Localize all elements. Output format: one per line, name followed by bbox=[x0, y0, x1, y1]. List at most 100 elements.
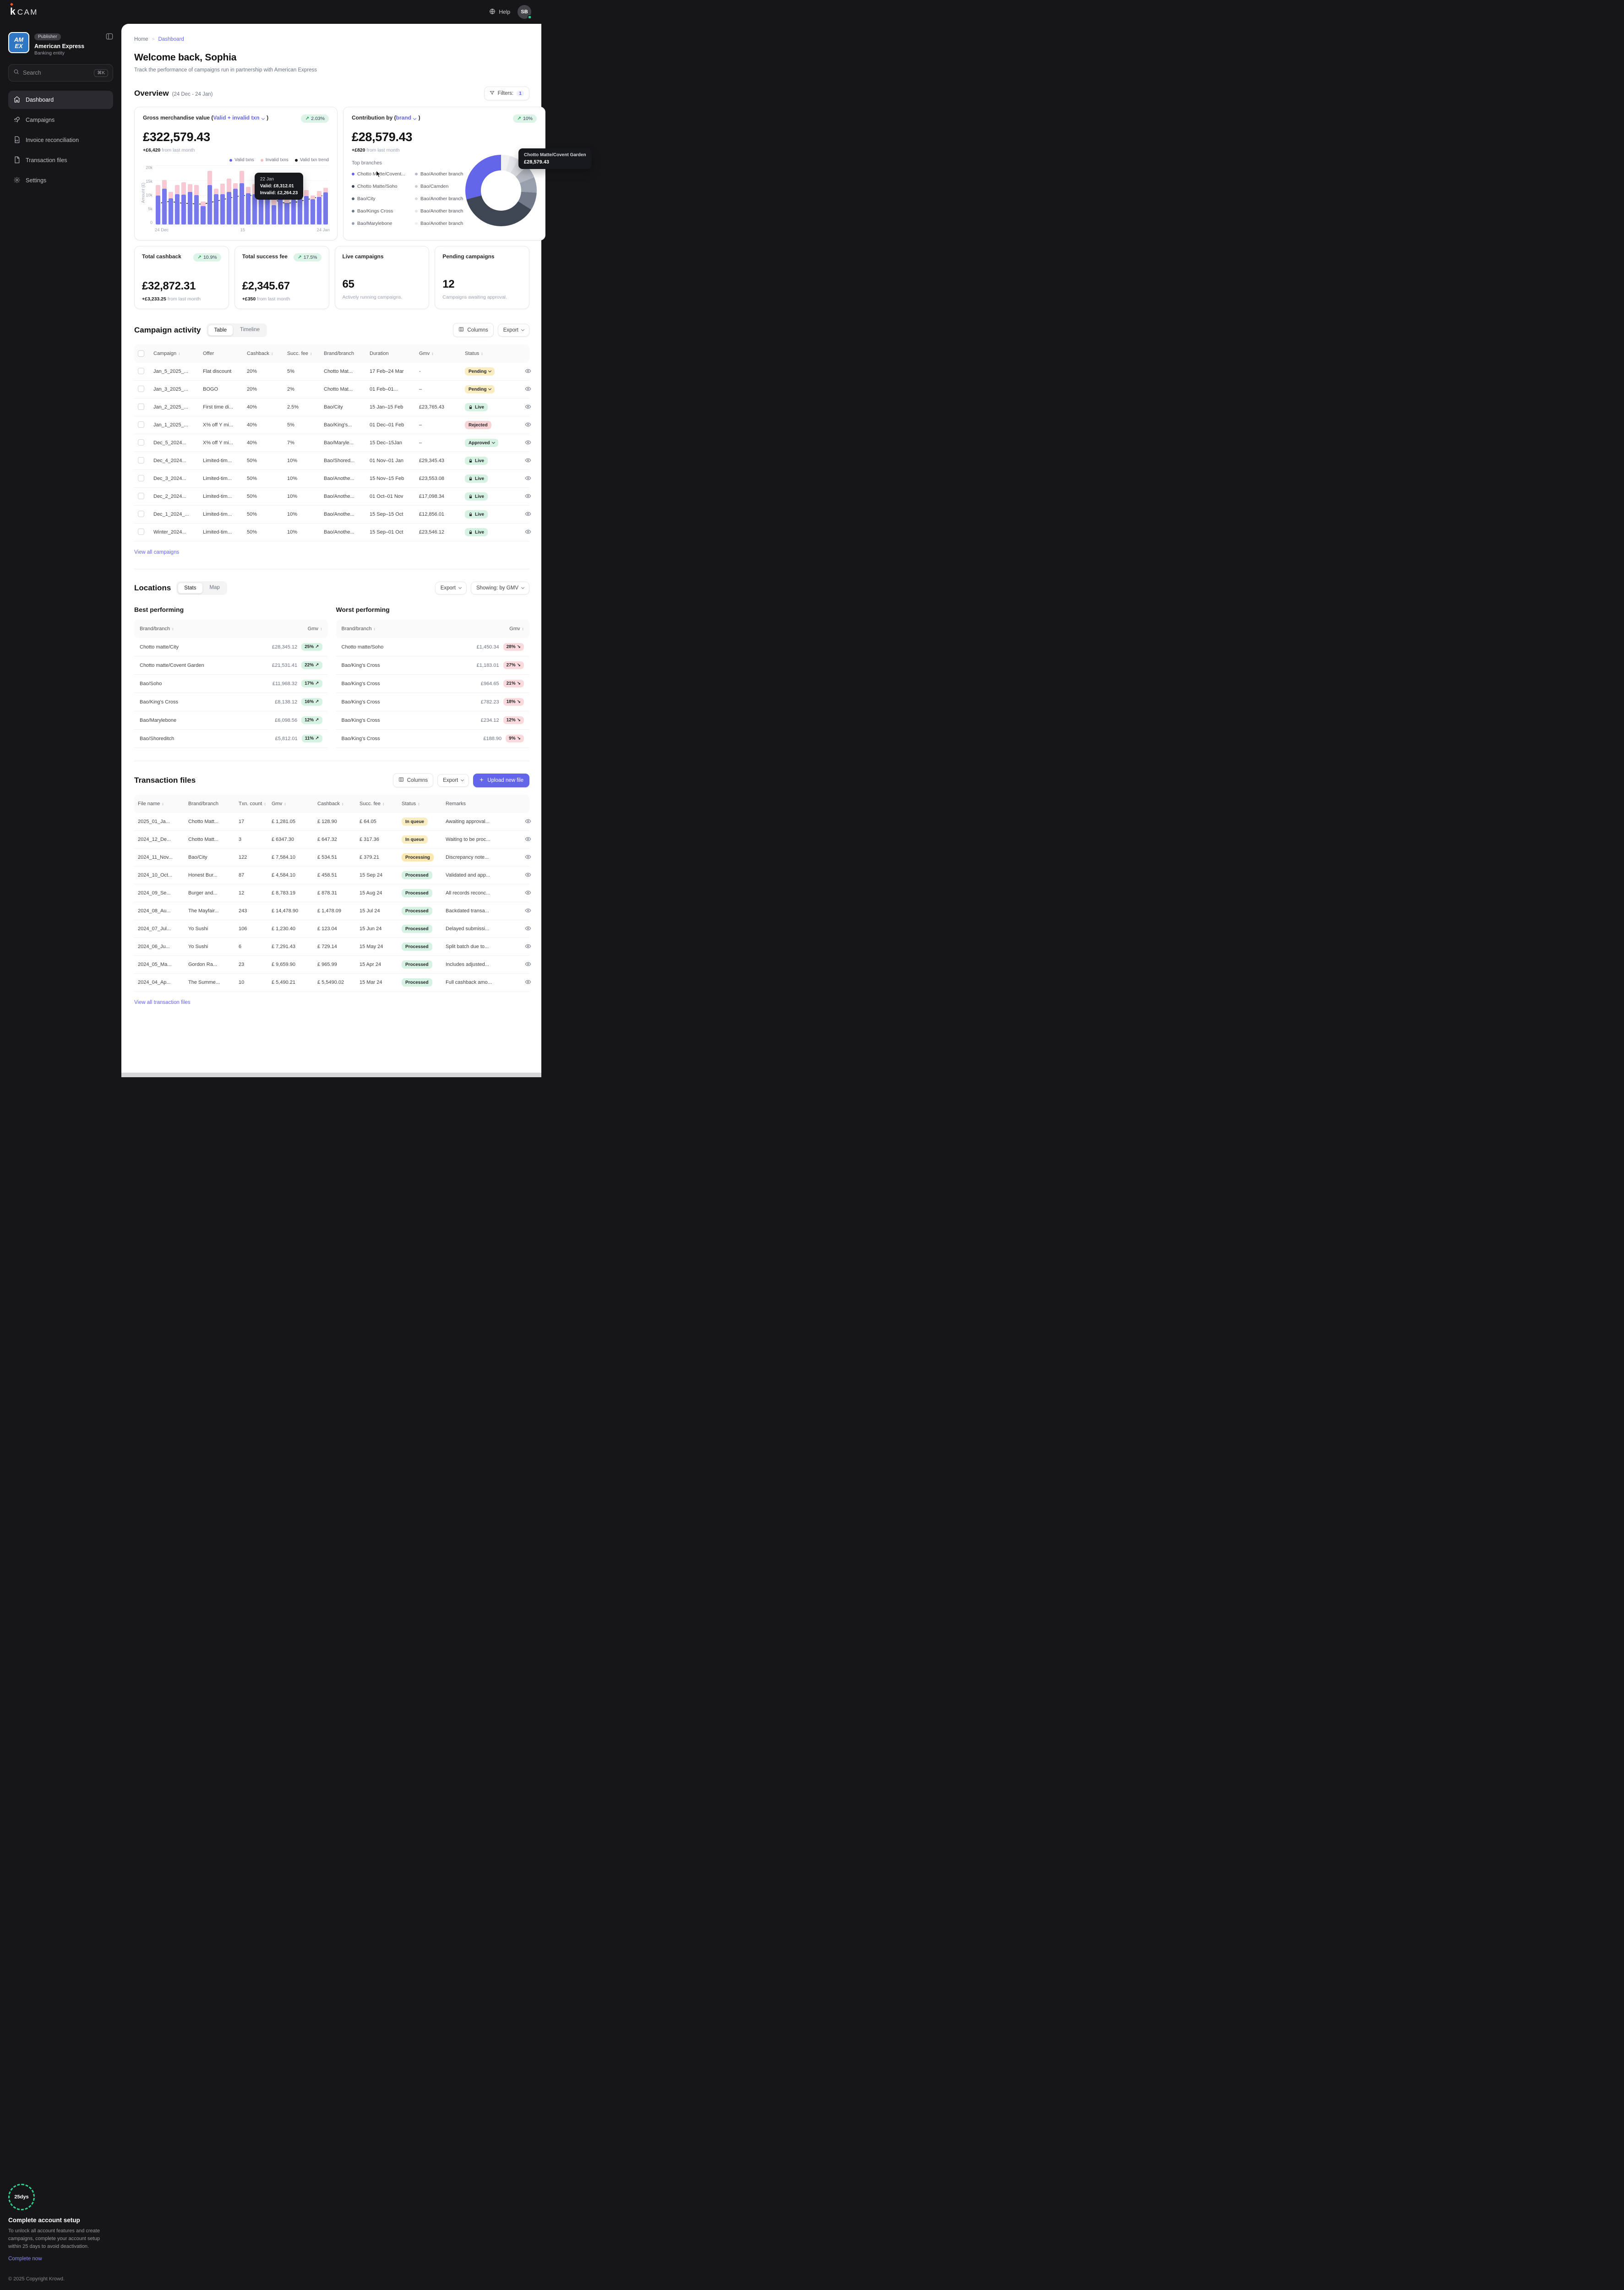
status-badge[interactable]: Live bbox=[465, 474, 488, 483]
sort-icon[interactable] bbox=[178, 351, 180, 356]
view-eye-icon[interactable] bbox=[525, 907, 531, 915]
tab-table[interactable]: Table bbox=[207, 324, 233, 336]
sidebar-item-campaigns[interactable]: Campaigns bbox=[8, 111, 113, 129]
location-row[interactable]: Bao/King's Cross £1,183.01 27% ↘ bbox=[336, 656, 529, 675]
filters-button[interactable]: Filters: 1 bbox=[484, 87, 529, 100]
bar[interactable] bbox=[175, 185, 180, 224]
transaction-table-row[interactable]: 2024_06_Ju... Yo Sushi 6 £ 7,291.43 £ 72… bbox=[134, 938, 531, 956]
branch-legend-item[interactable]: Bao/Another branch bbox=[415, 196, 465, 202]
transaction-table-row[interactable]: 2024_12_De... Chotto Matt... 3 £ 6347.30… bbox=[134, 831, 531, 849]
sort-icon[interactable] bbox=[310, 351, 312, 356]
bar[interactable] bbox=[233, 183, 238, 224]
status-badge[interactable]: Pending bbox=[465, 367, 495, 376]
view-eye-icon[interactable] bbox=[525, 493, 531, 501]
view-eye-icon[interactable] bbox=[525, 961, 531, 969]
bar[interactable] bbox=[284, 198, 289, 224]
row-checkbox[interactable] bbox=[138, 457, 144, 463]
tab-map[interactable]: Map bbox=[209, 585, 220, 590]
location-row[interactable]: Bao/Marylebone £6,098.56 12% ↗ bbox=[134, 711, 328, 730]
bar[interactable] bbox=[226, 178, 231, 224]
transaction-table-row[interactable]: 2024_05_Ma... Gordon Ra... 23 £ 9,659.90… bbox=[134, 956, 531, 974]
bar[interactable] bbox=[272, 197, 277, 224]
sort-icon[interactable] bbox=[172, 627, 174, 631]
select-all-checkbox[interactable] bbox=[138, 350, 144, 357]
location-row[interactable]: Bao/King's Cross £188.90 9% ↘ bbox=[336, 730, 529, 748]
bar[interactable] bbox=[169, 191, 174, 224]
branch-legend-item[interactable]: Chotto Matte/Soho bbox=[352, 184, 410, 189]
sort-icon[interactable] bbox=[431, 351, 434, 356]
bar[interactable] bbox=[239, 171, 244, 224]
status-badge[interactable]: Live bbox=[465, 403, 488, 411]
tab-stats[interactable]: Stats bbox=[178, 583, 203, 594]
sort-icon[interactable] bbox=[271, 351, 273, 356]
row-checkbox[interactable] bbox=[138, 367, 144, 374]
location-row[interactable]: Bao/King's Cross £8,138.12 16% ↗ bbox=[134, 693, 328, 711]
status-badge[interactable]: Pending bbox=[465, 385, 495, 393]
branch-legend-item[interactable]: Bao/Marylebone bbox=[352, 221, 410, 226]
contribution-filter-dropdown[interactable]: brand bbox=[396, 114, 411, 121]
campaign-table-row[interactable]: Dec_3_2024... Limited-tim... 50% 10% Bao… bbox=[134, 470, 531, 488]
campaign-table-row[interactable]: Dec_2_2024... Limited-tim... 50% 10% Bao… bbox=[134, 488, 531, 506]
row-checkbox[interactable] bbox=[138, 528, 144, 535]
sort-icon[interactable] bbox=[481, 351, 483, 356]
location-row[interactable]: Bao/Shoreditch £5,812.01 11% ↗ bbox=[134, 730, 328, 748]
view-eye-icon[interactable] bbox=[525, 818, 531, 826]
status-badge[interactable]: Live bbox=[465, 457, 488, 465]
view-eye-icon[interactable] bbox=[525, 403, 531, 411]
campaign-table-row[interactable]: Jan_5_2025_... Flat discount 20% 5% Chot… bbox=[134, 363, 531, 381]
branch-legend-item[interactable]: Bao/Another branch bbox=[415, 171, 465, 177]
contribution-donut[interactable]: Chotto Matte/Covent Garden £28,579.43 bbox=[465, 148, 592, 226]
bar[interactable] bbox=[194, 185, 199, 224]
branch-legend-item[interactable]: Bao/Another branch bbox=[415, 208, 465, 214]
transaction-table-row[interactable]: 2024_07_Jul... Yo Sushi 106 £ 1,230.40 £… bbox=[134, 920, 531, 938]
branch-legend-item[interactable]: Chotto Matte/Covent... bbox=[352, 171, 410, 177]
campaign-table-row[interactable]: Jan_1_2025_... X% off Y mi... 40% 5% Bao… bbox=[134, 416, 531, 434]
breadcrumb-current[interactable]: Dashboard bbox=[158, 37, 184, 42]
location-row[interactable]: Chotto matte/Covent Garden £21,531.41 22… bbox=[134, 656, 328, 675]
campaign-table-row[interactable]: Dec_4_2024... Limited-tim... 50% 10% Bao… bbox=[134, 452, 531, 470]
row-checkbox[interactable] bbox=[138, 403, 144, 410]
view-eye-icon[interactable] bbox=[525, 925, 531, 933]
location-row[interactable]: Bao/Soho £11,968.32 17% ↗ bbox=[134, 675, 328, 693]
branch-legend-item[interactable]: Bao/City bbox=[352, 196, 410, 202]
sort-icon[interactable] bbox=[374, 627, 376, 631]
view-eye-icon[interactable] bbox=[525, 421, 531, 429]
view-eye-icon[interactable] bbox=[525, 872, 531, 879]
transaction-table-row[interactable]: 2024_04_Ap... The Summe... 10 £ 5,490.21… bbox=[134, 974, 531, 992]
showing-by-gmv-select[interactable]: Showing: by GMV bbox=[470, 582, 529, 594]
location-row[interactable]: Chotto matte/City £28,345.12 25% ↗ bbox=[134, 638, 328, 656]
gmv-filter-dropdown[interactable]: Valid + invalid txn bbox=[213, 114, 260, 121]
bar[interactable] bbox=[323, 188, 328, 224]
view-eye-icon[interactable] bbox=[525, 943, 531, 951]
location-row[interactable]: Bao/King's Cross £964.65 21% ↘ bbox=[336, 675, 529, 693]
row-checkbox[interactable] bbox=[138, 510, 144, 517]
transaction-table-row[interactable]: 2024_08_Au... The Mayfair... 243 £ 14,47… bbox=[134, 902, 531, 920]
sidebar-item-dashboard[interactable]: Dashboard bbox=[8, 91, 113, 109]
complete-now-link[interactable]: Complete now bbox=[8, 2256, 42, 2262]
view-eye-icon[interactable] bbox=[525, 439, 531, 447]
help-button[interactable]: Help bbox=[489, 8, 510, 16]
location-row[interactable]: Bao/King's Cross £234.12 12% ↘ bbox=[336, 711, 529, 730]
sidebar-collapse-icon[interactable] bbox=[106, 33, 113, 42]
tab-timeline[interactable]: Timeline bbox=[240, 327, 260, 333]
export-button[interactable]: Export bbox=[437, 774, 469, 787]
view-eye-icon[interactable] bbox=[525, 457, 531, 465]
row-checkbox[interactable] bbox=[138, 474, 144, 481]
export-button[interactable]: Export bbox=[497, 323, 529, 337]
sidebar-item-settings[interactable]: Settings bbox=[8, 171, 113, 190]
row-checkbox[interactable] bbox=[138, 421, 144, 428]
view-eye-icon[interactable] bbox=[525, 979, 531, 987]
columns-button[interactable]: Columns bbox=[392, 773, 434, 787]
bar[interactable] bbox=[316, 191, 322, 224]
view-eye-icon[interactable] bbox=[525, 475, 531, 483]
transaction-table-row[interactable]: 2025_01_Ja... Chotto Matt... 17 £ 1,281.… bbox=[134, 813, 531, 831]
campaign-table-row[interactable]: Jan_2_2025_... First time di... 40% 2.5%… bbox=[134, 398, 531, 416]
campaign-table-row[interactable]: Dec_1_2024_... Limited-tim... 50% 10% Ba… bbox=[134, 506, 531, 523]
locations-export-button[interactable]: Export bbox=[435, 582, 467, 594]
status-badge[interactable]: Rejected bbox=[465, 421, 491, 429]
upload-new-file-button[interactable]: Upload new file bbox=[473, 773, 529, 787]
bar[interactable] bbox=[188, 184, 193, 224]
view-eye-icon[interactable] bbox=[525, 836, 531, 844]
breadcrumb-home[interactable]: Home bbox=[134, 37, 148, 42]
branch-legend-item[interactable]: Bao/Camden bbox=[415, 184, 465, 189]
